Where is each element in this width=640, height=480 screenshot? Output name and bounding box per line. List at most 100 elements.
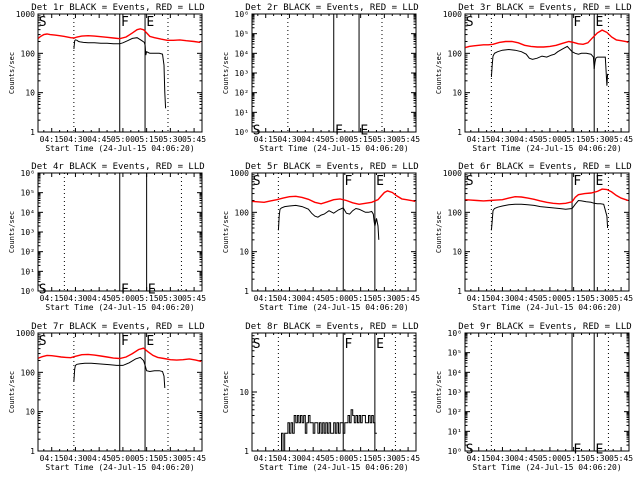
x-tick-label: 04:45 [514, 454, 538, 463]
y-axis-label: Counts/sec [8, 371, 16, 413]
x-tick-label: 05:30 [158, 294, 182, 303]
segment-marker-e: E [376, 337, 384, 352]
x-tick-label: 04:30 [277, 294, 301, 303]
x-tick-label: 05:30 [585, 294, 609, 303]
panel-det-3: Det 3r BLACK = Events, RED = LLD Counts/s… [435, 3, 633, 153]
x-tick-label: 04:30 [63, 135, 87, 144]
y-tick-label: 10⁶ [235, 10, 249, 19]
x-axis-label: Start Time (24-Jul-15 04:06:20) [472, 144, 621, 153]
segment-marker-f: F [573, 174, 581, 189]
y-axis-label: Counts/sec [8, 52, 16, 94]
x-tick-label: 04:30 [277, 135, 301, 144]
segment-marker-e: E [595, 174, 603, 189]
x-tick-label: 04:45 [301, 135, 325, 144]
x-tick-label: 04:15 [254, 454, 278, 463]
segment-marker-e: E [146, 334, 154, 349]
panel-title: Det 3r BLACK = Events, RED = LLD [458, 3, 631, 13]
segment-marker-s: S [39, 283, 47, 298]
x-tick-label: 05:00 [111, 135, 135, 144]
y-tick-label: 100 [448, 49, 463, 58]
x-tick-label: 05:30 [158, 135, 182, 144]
y-tick-label: 10⁵ [21, 189, 35, 198]
x-tick-label: 05:45 [182, 294, 206, 303]
segment-marker-s: S [466, 15, 474, 30]
panel-det-4: Det 4r BLACK = Events, RED = LLD Counts/s… [8, 162, 206, 312]
y-tick-label: 1 [244, 287, 249, 296]
x-tick-label: 05:30 [585, 454, 609, 463]
x-tick-label: 04:30 [490, 294, 514, 303]
segment-marker-s: S [466, 443, 474, 458]
segment-marker-e: E [360, 124, 368, 139]
y-tick-label: 10¹ [448, 427, 462, 436]
x-axis-label: Start Time (24-Jul-15 04:06:20) [45, 144, 194, 153]
x-tick-label: 05:00 [538, 294, 562, 303]
panel-title: Det 9r BLACK = Events, RED = LLD [458, 322, 631, 332]
y-tick-label: 10² [235, 89, 249, 98]
segment-marker-f: F [344, 174, 352, 189]
x-tick-label: 05:15 [349, 135, 373, 144]
y-axis-label: Counts/sec [435, 211, 443, 253]
x-tick-label: 05:45 [396, 454, 420, 463]
y-tick-label: 100 [235, 208, 250, 217]
y-tick-label: 10⁰ [235, 128, 249, 137]
x-tick-label: 05:15 [562, 294, 586, 303]
x-axis-label: Start Time (24-Jul-15 04:06:20) [472, 303, 621, 312]
x-tick-label: 05:00 [538, 135, 562, 144]
y-tick-label: 10 [25, 89, 35, 98]
x-tick-label: 05:45 [396, 294, 420, 303]
panel-title: Det 2r BLACK = Events, RED = LLD [245, 3, 418, 13]
plot-frame [464, 172, 630, 292]
panel-title: Det 6r BLACK = Events, RED = LLD [458, 162, 631, 172]
x-tick-label: 05:30 [372, 135, 396, 144]
x-tick-label: 05:15 [562, 454, 586, 463]
y-tick-label: 10¹ [235, 108, 249, 117]
y-tick-label: 10⁵ [448, 349, 462, 358]
segment-marker-e: E [376, 174, 384, 189]
y-tick-label: 100 [448, 208, 463, 217]
segment-marker-s: S [39, 334, 47, 349]
y-axis-label: Counts/sec [8, 211, 16, 253]
x-tick-label: 04:15 [40, 135, 64, 144]
panel-title: Det 8r BLACK = Events, RED = LLD [245, 322, 418, 332]
y-tick-label: 10 [25, 408, 35, 417]
y-tick-label: 1000 [16, 329, 35, 338]
x-tick-label: 04:30 [63, 294, 87, 303]
segment-marker-f: F [335, 124, 343, 139]
y-tick-label: 1 [457, 287, 462, 296]
y-tick-label: 10⁴ [235, 49, 249, 58]
x-tick-label: 04:45 [514, 294, 538, 303]
x-tick-label: 05:45 [182, 454, 206, 463]
y-tick-label: 10⁴ [448, 368, 462, 377]
x-tick-label: 05:30 [158, 454, 182, 463]
y-tick-label: 10² [448, 408, 462, 417]
y-tick-label: 1 [244, 447, 249, 456]
x-axis-label: Start Time (24-Jul-15 04:06:20) [45, 303, 194, 312]
segment-marker-e: E [595, 15, 603, 30]
y-tick-label: 10³ [448, 388, 462, 397]
x-tick-label: 05:00 [538, 454, 562, 463]
x-tick-label: 04:45 [514, 135, 538, 144]
x-tick-label: 04:45 [87, 135, 111, 144]
y-tick-label: 10² [21, 248, 35, 257]
x-tick-label: 04:15 [40, 454, 64, 463]
y-tick-label: 10 [452, 248, 462, 257]
y-tick-label: 10⁶ [21, 169, 35, 178]
segment-marker-f: F [573, 443, 581, 458]
y-tick-label: 10 [239, 388, 249, 397]
y-tick-label: 10⁵ [235, 30, 249, 39]
y-axis-label: Counts/sec [222, 371, 230, 413]
segment-marker-e: E [146, 15, 154, 30]
series-events [278, 409, 377, 452]
x-tick-label: 04:30 [490, 454, 514, 463]
panel-det-1: Det 1r BLACK = Events, RED = LLD Counts/s… [8, 3, 206, 153]
y-tick-label: 10¹ [21, 267, 35, 276]
x-tick-label: 05:45 [609, 135, 633, 144]
panel-det-5: Det 5r BLACK = Events, RED = LLD Counts/s… [222, 162, 420, 312]
y-tick-label: 10³ [21, 228, 35, 237]
segment-marker-s: S [253, 337, 261, 352]
y-tick-label: 10⁰ [21, 287, 35, 296]
x-tick-label: 05:15 [349, 294, 373, 303]
x-axis-label: Start Time (24-Jul-15 04:06:20) [259, 463, 408, 472]
panel-title: Det 7r BLACK = Events, RED = LLD [31, 322, 204, 332]
